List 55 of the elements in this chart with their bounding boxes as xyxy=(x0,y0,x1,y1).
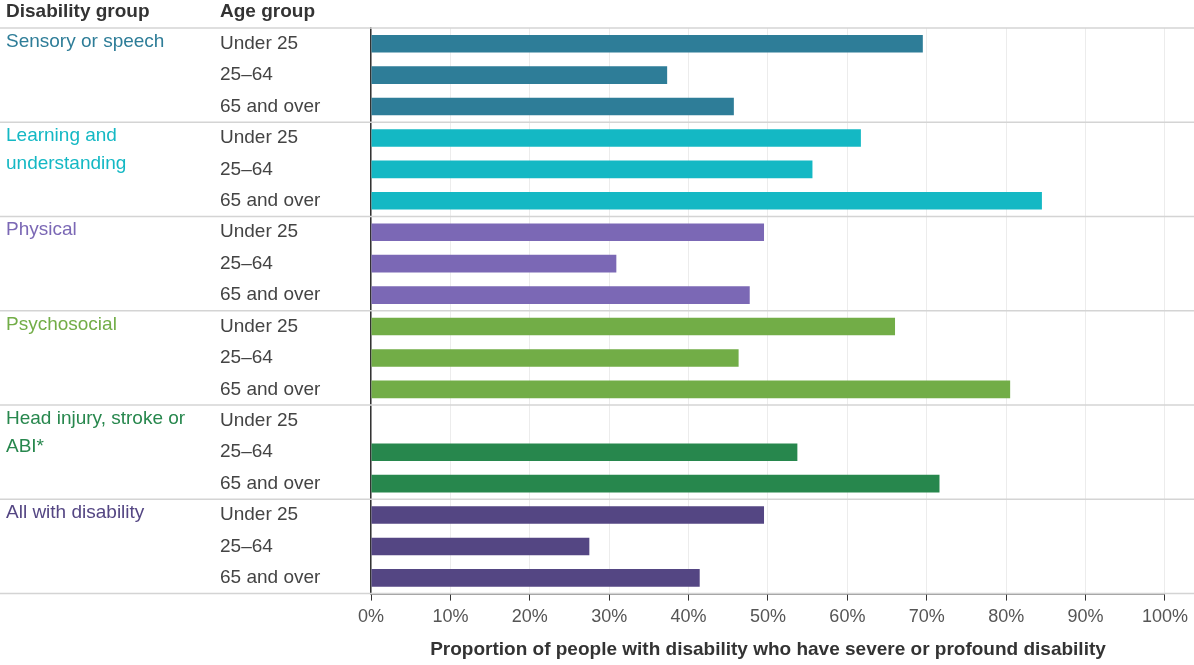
bar xyxy=(371,34,923,53)
bar xyxy=(371,192,1042,210)
bar xyxy=(371,160,813,179)
y-tick-label: 65 and over xyxy=(220,94,322,116)
bar xyxy=(371,380,1011,399)
text: Learning and understanding xyxy=(6,124,127,174)
y-tick-label: 65 and over xyxy=(220,566,322,588)
y-tick-label: 25–64 xyxy=(220,534,274,556)
x-tick-label: 30% xyxy=(591,606,628,627)
x-tick-label: 80% xyxy=(988,606,1025,627)
x-axis-title: Proportion of people with disability who have severe or profound disability xyxy=(430,637,1107,659)
y-tick-label: 65 and over xyxy=(220,189,322,211)
y-tick-label: 65 and over xyxy=(220,471,322,493)
x-tick-label: 60% xyxy=(829,606,866,627)
x-tick-label: 90% xyxy=(1067,606,1104,627)
text: Age group xyxy=(220,0,315,22)
x-tick-label: 10% xyxy=(432,606,469,627)
y-tick-label: 25–64 xyxy=(220,251,274,273)
x-tick-label: 50% xyxy=(749,606,787,627)
bar xyxy=(371,129,861,147)
y-tick-label: Under 25 xyxy=(220,503,299,525)
bar xyxy=(371,66,668,84)
y-tick-label: Under 25 xyxy=(220,314,299,336)
text: Sensory or speech xyxy=(6,29,165,51)
bar xyxy=(371,569,700,587)
legend-title: Disability group xyxy=(6,0,150,22)
y-tick-label: Under 25 xyxy=(220,220,299,242)
y-tick-label: Under 25 xyxy=(220,409,299,431)
y-tick-label: 25–64 xyxy=(220,63,274,85)
y-tick-label: 25–64 xyxy=(220,157,274,179)
text: All with disability xyxy=(6,501,145,523)
y-tick-label: 65 and over xyxy=(220,377,322,399)
y-tick-label: 25–64 xyxy=(220,440,274,462)
bar xyxy=(371,254,617,273)
y-tick-label: Under 25 xyxy=(220,31,299,53)
bar xyxy=(371,443,798,461)
y-tick-label: 25–64 xyxy=(220,346,274,368)
bar xyxy=(371,286,750,304)
bar xyxy=(371,97,734,116)
x-tick-label: 100% xyxy=(1141,606,1188,627)
bar xyxy=(371,537,590,556)
text: Psychosocial xyxy=(6,312,117,334)
x-tick-label: 40% xyxy=(670,606,707,627)
bar xyxy=(371,349,739,367)
text: Physical xyxy=(6,218,77,240)
text: Head injury, stroke or ABI* xyxy=(6,407,186,457)
x-tick-label: 20% xyxy=(511,606,548,627)
x-tick-label: 0% xyxy=(357,606,385,627)
y-tick-label: Under 25 xyxy=(220,126,299,148)
bar xyxy=(371,317,896,336)
bar xyxy=(371,223,765,242)
x-tick-label: 70% xyxy=(908,606,945,627)
y-tick-label: 65 and over xyxy=(220,283,322,305)
bar xyxy=(371,474,940,493)
bar xyxy=(371,506,765,524)
